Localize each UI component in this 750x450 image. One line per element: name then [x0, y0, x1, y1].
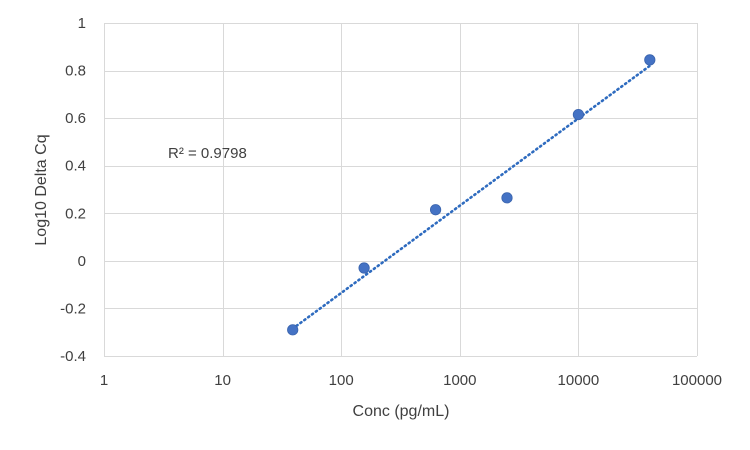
x-gridlines — [104, 23, 698, 356]
x-tick-label: 1000 — [443, 372, 476, 389]
y-tick-labels: -0.4 -0.2 0 0.2 0.4 0.6 0.8 1 — [60, 15, 86, 365]
y-axis-label: Log10 Delta Cq — [33, 134, 50, 245]
y-tick-label: 1 — [78, 15, 86, 32]
data-point — [644, 54, 656, 66]
x-tick-label: 100000 — [672, 372, 722, 389]
data-points — [287, 54, 656, 336]
y-tick-label: 0 — [78, 253, 86, 270]
y-tick-label: 0.8 — [65, 63, 86, 80]
y-tick-label: -0.2 — [60, 300, 86, 317]
y-tick-label: 0.4 — [65, 158, 86, 175]
x-tick-label: 100 — [329, 372, 354, 389]
trendline — [291, 64, 652, 330]
x-tick-label: 10000 — [558, 372, 600, 389]
y-tick-label: -0.4 — [60, 348, 86, 365]
r-squared-annotation: R² = 0.9798 — [168, 145, 247, 162]
x-tick-labels: 1 10 100 1000 10000 100000 — [100, 372, 722, 389]
x-tick-label: 1 — [100, 372, 108, 389]
data-point — [501, 192, 513, 204]
data-point — [287, 324, 299, 336]
data-point — [358, 262, 370, 274]
y-gridlines — [104, 23, 697, 357]
y-tick-label: 0.6 — [65, 110, 86, 127]
data-point — [429, 204, 442, 216]
y-tick-label: 0.2 — [65, 205, 86, 222]
x-axis-label: Conc (pg/mL) — [353, 403, 450, 420]
data-point — [572, 108, 585, 121]
x-tick-label: 10 — [214, 372, 231, 389]
